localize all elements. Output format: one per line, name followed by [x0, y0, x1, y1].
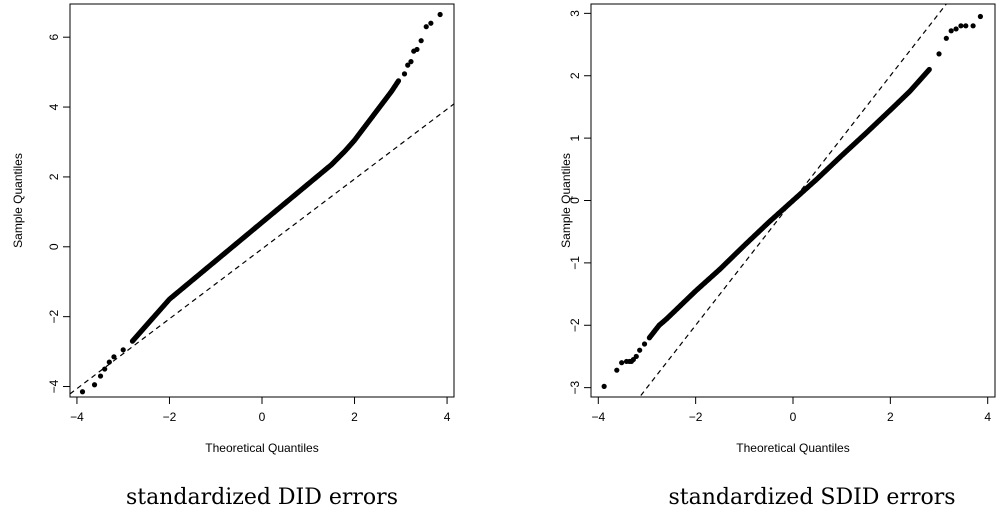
qq-point: [418, 38, 424, 44]
qq-point: [943, 35, 949, 41]
y-tick-label: 4: [47, 103, 61, 110]
x-tick-label: 0: [259, 410, 266, 424]
qq-point: [106, 359, 112, 365]
did-qq-panel: −4 −2 0 2 4 −4 −2 0 2 4 6 Theoretical Quantiles Samp…: [11, 3, 455, 510]
qq-point: [963, 23, 969, 29]
qq-point: [926, 66, 932, 73]
x-tick-label: 4: [444, 410, 451, 424]
qq-point: [641, 341, 648, 347]
y-axis-label: Sample Quantiles: [559, 153, 573, 248]
x-tick-label: 2: [887, 410, 894, 424]
x-tick-label: −2: [163, 410, 177, 424]
qq-point: [970, 23, 976, 29]
qq-point: [936, 51, 942, 57]
qq-point: [977, 13, 983, 20]
qq-point: [414, 46, 420, 53]
x-tick-label: −4: [591, 410, 605, 424]
y-tick-label: 0: [47, 243, 61, 250]
plot-frame: [69, 3, 455, 398]
qq-point: [120, 347, 126, 353]
y-tick-label: 0: [568, 197, 582, 204]
qq-point: [958, 23, 964, 29]
reference-line: [70, 103, 454, 395]
qq-point: [437, 11, 443, 18]
x-tick-label: 4: [984, 410, 991, 424]
y-axis-label: Sample Quantiles: [11, 153, 25, 248]
qq-point: [79, 389, 86, 395]
chart-caption: standardized SDID errors: [668, 485, 955, 510]
qq-point: [601, 383, 607, 389]
qq-point: [619, 360, 625, 366]
qq-point: [633, 353, 639, 360]
y-tick-label: 6: [47, 34, 61, 41]
x-tick-label: −4: [70, 410, 84, 424]
x-tick-label: 2: [351, 410, 358, 424]
reference-line: [638, 4, 948, 397]
qq-points: [601, 13, 983, 389]
sdid-qq-panel: −4 −2 0 2 4 −3 −2 −1 0 1 2 3 Theoretical Quantiles Sa…: [559, 3, 996, 510]
qq-points: [79, 11, 443, 395]
x-axis-label: Theoretical Quantiles: [736, 441, 849, 455]
y-tick-label: 2: [47, 173, 61, 180]
chart-caption: standardized DID errors: [126, 485, 398, 510]
x-axis-label: Theoretical Quantiles: [205, 441, 318, 455]
qq-point: [111, 354, 117, 360]
qq-point: [401, 71, 408, 77]
qq-point: [97, 373, 104, 379]
qq-point: [423, 24, 429, 30]
y-tick-label: 2: [568, 72, 582, 79]
qq-point: [91, 382, 98, 388]
qq-point: [948, 28, 954, 34]
y-tick-label: −2: [47, 309, 61, 323]
y-tick-label: −2: [568, 318, 582, 332]
qq-point: [637, 347, 643, 353]
qq-point: [408, 59, 414, 65]
qq-point: [614, 367, 620, 373]
qq-point: [428, 20, 434, 26]
qq-point: [405, 62, 411, 68]
x-tick-label: −2: [689, 410, 703, 424]
y-tick-label: −4: [47, 379, 61, 393]
y-tick-label: 3: [568, 10, 582, 17]
y-tick-label: −3: [568, 380, 582, 394]
y-tick-label: −1: [568, 256, 582, 270]
y-tick-label: 1: [568, 134, 582, 141]
qq-point: [102, 366, 108, 372]
x-tick-label: 0: [790, 410, 797, 424]
qq-point: [395, 78, 402, 84]
qq-point: [953, 26, 959, 32]
